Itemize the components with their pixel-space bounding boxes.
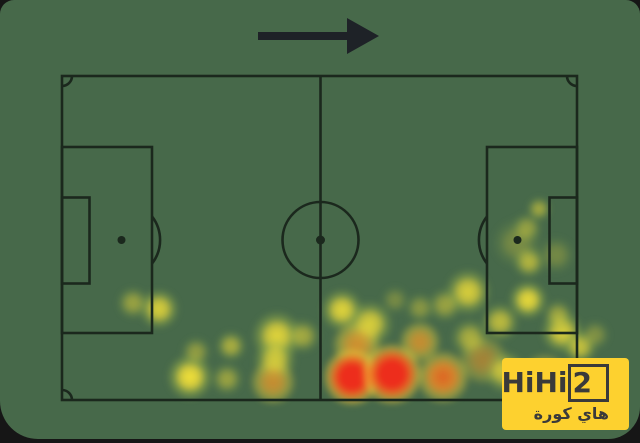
attack-direction-arrow (258, 18, 379, 54)
right-penalty-arc (477, 215, 489, 265)
heat-blob (536, 235, 576, 275)
right-arrow-icon (258, 18, 379, 54)
corner-arc-bottom-left (61, 388, 74, 401)
corner-arc-top-right (565, 75, 578, 88)
heat-blob (285, 318, 321, 354)
corner-arc-top-left (61, 75, 74, 88)
brand-subtitle-arabic: هاي كورة (533, 404, 609, 423)
center-circle (281, 200, 360, 280)
right-goal-box (548, 196, 579, 285)
center-spot (316, 235, 325, 245)
heat-blob (579, 319, 611, 351)
brand-digit-box: 2 (567, 364, 609, 402)
heat-blob (249, 358, 297, 406)
left-goal-box (60, 196, 91, 285)
heat-blob (526, 196, 552, 222)
left-penalty-arc (150, 215, 162, 265)
heat-blob (180, 336, 212, 368)
left-penalty-spot (117, 236, 126, 244)
heat-blob (215, 330, 247, 362)
heat-blob (512, 245, 546, 279)
left-penalty-box (60, 145, 154, 335)
brand-text: HiHi (501, 366, 568, 399)
heat-blob (166, 353, 214, 401)
heat-blob (542, 299, 574, 331)
heat-blob (138, 288, 180, 330)
heat-blob (210, 362, 244, 396)
right-penalty-box (485, 145, 579, 335)
heat-blob (427, 287, 463, 323)
right-penalty-spot (513, 236, 522, 244)
heat-blob (508, 280, 548, 320)
heat-blob (380, 285, 410, 315)
brand-logo: HiHi 2 (501, 364, 609, 402)
heat-blob (404, 292, 436, 324)
brand-watermark: HiHi 2 هاي كورة (501, 358, 629, 430)
